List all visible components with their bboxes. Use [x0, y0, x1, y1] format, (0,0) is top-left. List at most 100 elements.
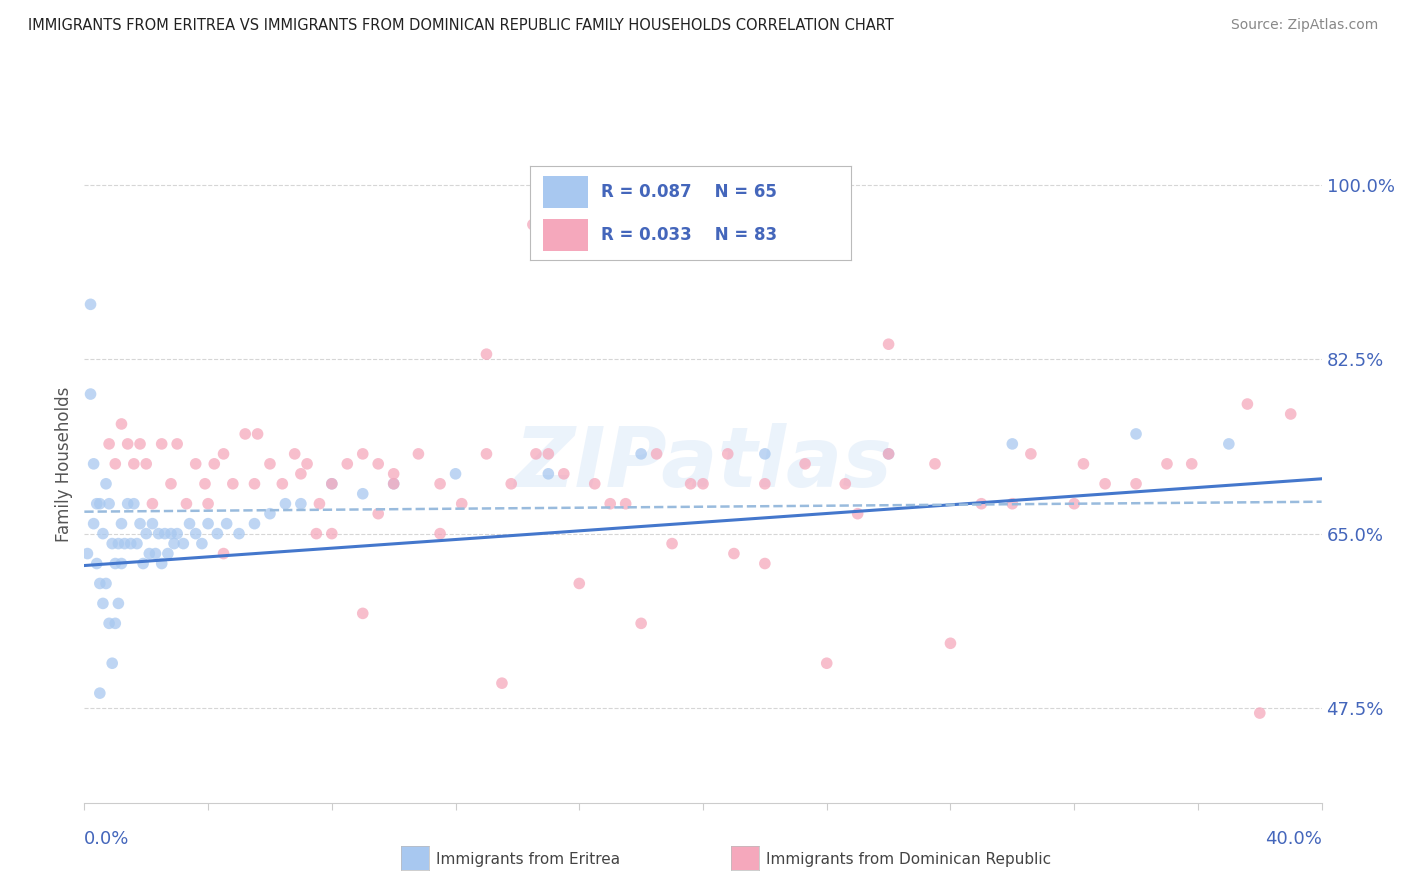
- Point: [172, 536, 194, 550]
- Text: 0.0%: 0.0%: [84, 830, 129, 848]
- Point: [475, 447, 498, 461]
- Point: [1236, 397, 1258, 411]
- Point: [243, 476, 266, 491]
- Point: [382, 467, 405, 481]
- Point: [661, 536, 683, 550]
- Point: [197, 516, 219, 531]
- Point: [501, 476, 523, 491]
- Point: [1181, 457, 1204, 471]
- Point: [166, 437, 188, 451]
- Point: [1073, 457, 1095, 471]
- Point: [630, 616, 652, 631]
- Point: [1125, 476, 1147, 491]
- Y-axis label: Family Households: Family Households: [55, 386, 73, 541]
- Point: [156, 547, 179, 561]
- Point: [475, 347, 498, 361]
- Point: [184, 526, 207, 541]
- Point: [184, 457, 207, 471]
- Point: [1094, 476, 1116, 491]
- Point: [429, 526, 451, 541]
- Point: [834, 476, 856, 491]
- Point: [114, 536, 136, 550]
- Text: R = 0.087    N = 65: R = 0.087 N = 65: [600, 183, 776, 201]
- Point: [89, 497, 111, 511]
- Point: [599, 497, 621, 511]
- Point: [160, 476, 183, 491]
- Point: [79, 297, 101, 311]
- Point: [246, 426, 269, 441]
- Point: [645, 447, 668, 461]
- Point: [79, 387, 101, 401]
- Point: [1156, 457, 1178, 471]
- Text: Immigrants from Dominican Republic: Immigrants from Dominican Republic: [766, 853, 1052, 867]
- Point: [290, 497, 312, 511]
- Point: [754, 476, 776, 491]
- Point: [754, 557, 776, 571]
- Point: [107, 596, 129, 610]
- Text: IMMIGRANTS FROM ERITREA VS IMMIGRANTS FROM DOMINICAN REPUBLIC FAMILY HOUSEHOLDS : IMMIGRANTS FROM ERITREA VS IMMIGRANTS FR…: [28, 18, 894, 33]
- Point: [194, 476, 217, 491]
- Point: [537, 467, 560, 481]
- Point: [83, 516, 105, 531]
- Point: [1249, 706, 1271, 720]
- Point: [148, 526, 170, 541]
- Point: [1019, 447, 1042, 461]
- Bar: [543, 219, 588, 251]
- Point: [274, 497, 297, 511]
- Point: [120, 536, 142, 550]
- Text: R = 0.033    N = 83: R = 0.033 N = 83: [600, 226, 776, 244]
- Point: [583, 476, 606, 491]
- Point: [91, 526, 114, 541]
- Point: [228, 526, 250, 541]
- Point: [524, 447, 547, 461]
- Point: [76, 547, 98, 561]
- Point: [91, 596, 114, 610]
- Text: 40.0%: 40.0%: [1265, 830, 1322, 848]
- Point: [101, 657, 124, 671]
- Point: [1218, 437, 1240, 451]
- Point: [754, 447, 776, 461]
- Point: [212, 547, 235, 561]
- Point: [132, 557, 155, 571]
- Point: [129, 437, 152, 451]
- Point: [163, 536, 186, 550]
- Point: [125, 536, 148, 550]
- Point: [846, 507, 869, 521]
- Point: [692, 476, 714, 491]
- Point: [1279, 407, 1302, 421]
- Point: [679, 476, 702, 491]
- Point: [138, 547, 160, 561]
- Point: [877, 447, 900, 461]
- Point: [1063, 497, 1085, 511]
- Point: [1125, 426, 1147, 441]
- Point: [122, 497, 145, 511]
- Point: [98, 616, 121, 631]
- Point: [104, 457, 127, 471]
- Point: [271, 476, 294, 491]
- Point: [98, 437, 121, 451]
- Point: [166, 526, 188, 541]
- Point: [352, 607, 374, 621]
- Point: [197, 497, 219, 511]
- Point: [110, 417, 132, 431]
- Point: [83, 457, 105, 471]
- Point: [924, 457, 946, 471]
- Point: [321, 476, 343, 491]
- Point: [94, 476, 117, 491]
- Point: [150, 557, 173, 571]
- Point: [101, 536, 124, 550]
- Point: [207, 526, 229, 541]
- Point: [321, 476, 343, 491]
- Point: [1001, 437, 1024, 451]
- Point: [537, 447, 560, 461]
- Point: [429, 476, 451, 491]
- Point: [117, 437, 139, 451]
- Point: [970, 497, 993, 511]
- Point: [122, 457, 145, 471]
- Point: [233, 426, 256, 441]
- Point: [568, 576, 591, 591]
- Text: Immigrants from Eritrea: Immigrants from Eritrea: [436, 853, 620, 867]
- Point: [1001, 497, 1024, 511]
- Point: [86, 557, 108, 571]
- Point: [104, 616, 127, 631]
